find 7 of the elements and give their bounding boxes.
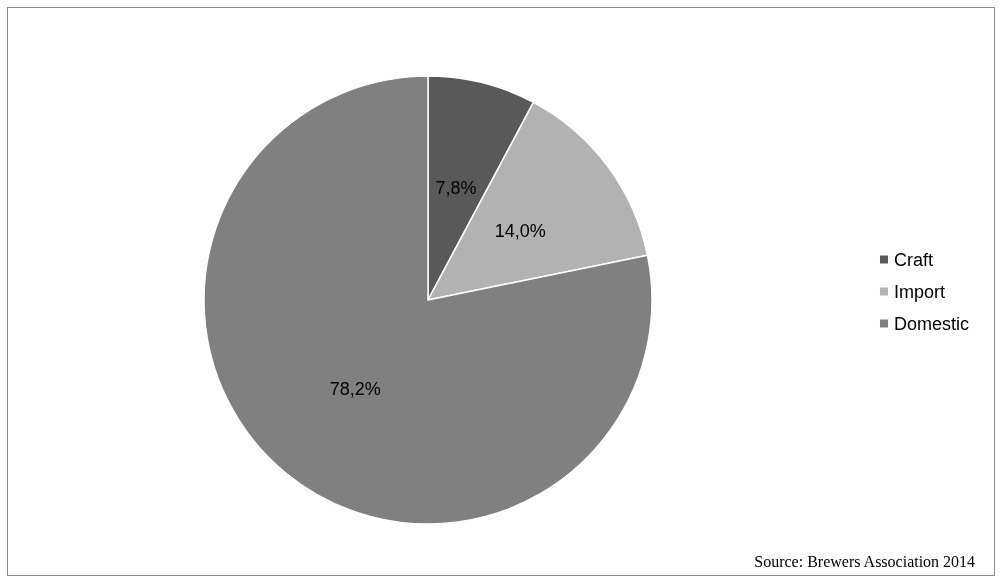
legend-label: Domestic bbox=[893, 313, 969, 334]
data-label: 14,0% bbox=[494, 221, 546, 242]
data-label: 78,2% bbox=[329, 379, 381, 400]
data-label: 7,8% bbox=[435, 178, 477, 199]
legend-label: Craft bbox=[893, 249, 933, 270]
legend-label: Import bbox=[893, 281, 945, 302]
source-note: Source: Brewers Association 2014 bbox=[754, 552, 976, 570]
